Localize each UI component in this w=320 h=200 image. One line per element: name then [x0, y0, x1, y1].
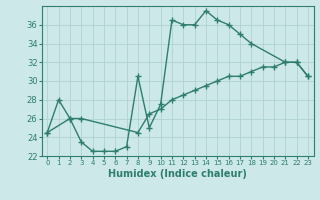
- X-axis label: Humidex (Indice chaleur): Humidex (Indice chaleur): [108, 169, 247, 179]
